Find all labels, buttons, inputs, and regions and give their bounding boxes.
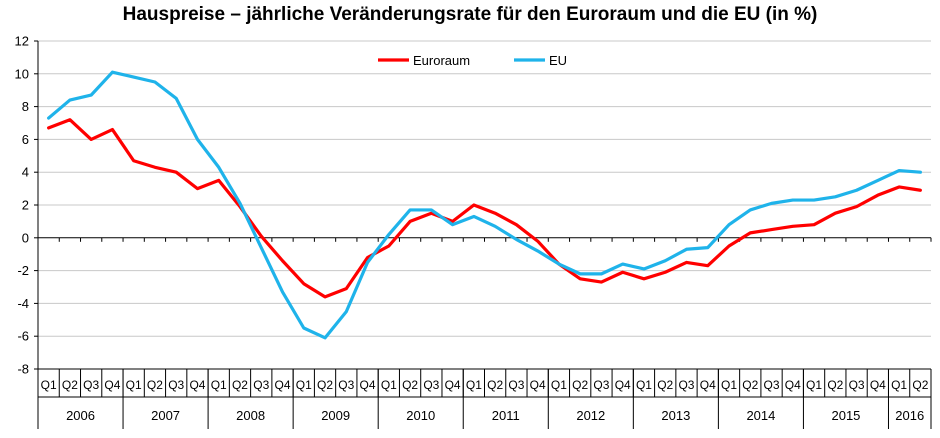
quarter-label: Q2 — [572, 378, 588, 392]
quarter-label: Q2 — [402, 378, 418, 392]
quarter-label: Q1 — [211, 378, 227, 392]
quarter-label: Q4 — [530, 378, 546, 392]
y-tick-label: -6 — [17, 329, 29, 344]
year-label: 2010 — [406, 408, 435, 423]
y-tick-label: 10 — [15, 66, 29, 81]
quarter-label: Q4 — [189, 378, 205, 392]
year-label: 2015 — [831, 408, 860, 423]
quarter-label: Q4 — [615, 378, 631, 392]
quarter-label: Q1 — [466, 378, 482, 392]
quarter-label: Q2 — [487, 378, 503, 392]
quarter-label: Q1 — [891, 378, 907, 392]
year-label: 2011 — [492, 408, 520, 423]
y-tick-label: -4 — [17, 296, 29, 311]
chart-title: Hauspreise – jährliche Veränderungsrate … — [122, 4, 818, 25]
quarter-label: Q3 — [678, 378, 694, 392]
quarter-label: Q2 — [657, 378, 673, 392]
quarter-label: Q4 — [445, 378, 461, 392]
quarter-label: Q1 — [806, 378, 822, 392]
quarter-label: Q2 — [232, 378, 248, 392]
y-tick-label: 8 — [22, 99, 29, 114]
quarter-label: Q1 — [41, 378, 57, 392]
quarter-label: Q4 — [700, 378, 716, 392]
legend: Euroraum EU — [378, 53, 567, 68]
quarter-label: Q2 — [742, 378, 758, 392]
quarter-label: Q2 — [147, 378, 163, 392]
axes: 12 10 8 6 4 2 0 -2 -4 -6 -8 Q1 Q2 Q3 Q4 Q1 Q2 Q3 Q4 Q1 Q2 Q3 Q… — [15, 34, 932, 429]
quarter-label: Q4 — [785, 378, 801, 392]
y-tick-label: -8 — [17, 362, 29, 377]
quarter-label: Q3 — [168, 378, 184, 392]
quarter-label: Q1 — [721, 378, 737, 392]
year-label: 2007 — [151, 408, 180, 423]
quarter-label: Q2 — [912, 378, 928, 392]
year-label: 2009 — [321, 408, 350, 423]
quarter-label: Q3 — [593, 378, 609, 392]
quarter-label: Q4 — [360, 378, 376, 392]
quarter-label: Q3 — [423, 378, 439, 392]
legend-label: EU — [549, 53, 567, 68]
year-label: 2014 — [746, 408, 775, 423]
gridlines — [38, 40, 931, 370]
year-label: 2006 — [66, 408, 95, 423]
quarter-label: Q1 — [296, 378, 312, 392]
y-tick-label: 4 — [22, 165, 29, 180]
year-label: 2008 — [236, 408, 265, 423]
quarter-label: Q2 — [62, 378, 78, 392]
quarter-label: Q4 — [104, 378, 120, 392]
quarter-label: Q3 — [764, 378, 780, 392]
quarter-label: Q1 — [551, 378, 567, 392]
year-label: 2012 — [576, 408, 605, 423]
year-label: 2013 — [661, 408, 690, 423]
quarter-label: Q4 — [870, 378, 886, 392]
y-tick-label: 0 — [22, 230, 29, 245]
year-label: 2016 — [895, 408, 924, 423]
legend-label: Euroraum — [413, 53, 470, 68]
quarter-label: Q4 — [275, 378, 291, 392]
quarter-label: Q2 — [317, 378, 333, 392]
quarter-label: Q1 — [636, 378, 652, 392]
quarter-label: Q2 — [827, 378, 843, 392]
quarter-label: Q3 — [508, 378, 524, 392]
y-tick-label: 6 — [22, 132, 29, 147]
series-line-euroraum — [47, 118, 922, 299]
y-tick-label: 2 — [22, 198, 29, 213]
quarter-label: Q1 — [126, 378, 142, 392]
series-line-eu — [47, 70, 922, 340]
quarter-label: Q3 — [338, 378, 354, 392]
data-series — [47, 70, 922, 340]
quarter-label: Q1 — [381, 378, 397, 392]
quarter-label: Q3 — [83, 378, 99, 392]
quarter-label: Q3 — [849, 378, 865, 392]
y-tick-label: -2 — [17, 263, 29, 278]
y-tick-label: 12 — [15, 34, 29, 49]
quarter-label: Q3 — [253, 378, 269, 392]
